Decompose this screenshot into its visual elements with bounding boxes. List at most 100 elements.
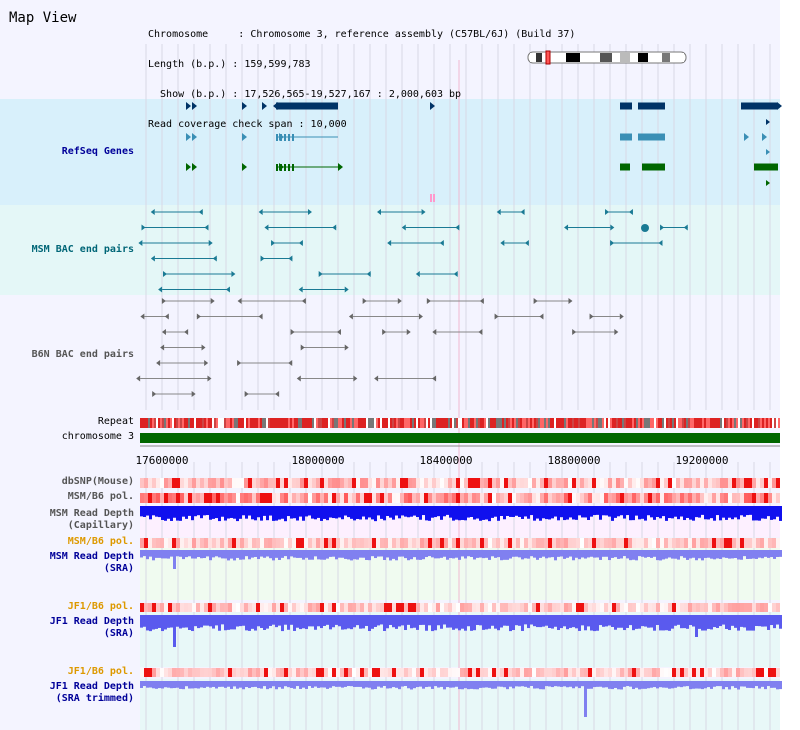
polymorphism-cell [300, 478, 304, 488]
repeat-cell [330, 418, 332, 428]
strand-arrow [539, 313, 544, 320]
read-depth-bar [758, 506, 761, 521]
polymorphism-cell [652, 538, 656, 548]
read-depth-bar [470, 550, 473, 557]
read-depth-bar [695, 615, 698, 637]
read-depth-bar [152, 681, 155, 689]
read-depth-bar [218, 550, 221, 558]
read-depth-bar [227, 615, 230, 630]
read-depth-bar [188, 681, 191, 689]
repeat-cell [712, 418, 714, 428]
read-depth-bar [269, 506, 272, 516]
repeat-cell [488, 418, 490, 428]
polymorphism-cell [548, 603, 552, 612]
polymorphism-cell [360, 668, 364, 677]
track-label-jf1-pol-2[interactable]: JF1/B6 pol. [67, 666, 134, 677]
read-depth-bar [488, 615, 491, 629]
polymorphism-cell [184, 538, 188, 548]
polymorphism-cell [388, 538, 392, 548]
repeat-cell [578, 418, 580, 428]
read-depth-bar [209, 615, 212, 627]
polymorphism-cell [608, 668, 612, 677]
read-depth-bar [626, 506, 629, 516]
read-depth-bar [164, 681, 167, 688]
polymorphism-cell [708, 603, 712, 612]
track-label-msm-pol-2[interactable]: MSM/B6 pol. [67, 536, 134, 547]
repeat-cell [640, 418, 642, 428]
read-depth-bar [518, 506, 521, 517]
track-label-chromosome[interactable]: chromosome 3 [61, 431, 134, 442]
read-depth-bar [326, 615, 329, 625]
repeat-cell [698, 418, 700, 428]
read-depth-bar [377, 615, 380, 626]
read-depth-bar [449, 681, 452, 688]
polymorphism-cell [504, 603, 508, 612]
read-depth-bar [611, 681, 614, 690]
read-depth-bar [602, 506, 605, 516]
read-depth-bar [569, 615, 572, 628]
track-label-msm-depth-capillary[interactable]: MSM Read Depth (Capillary) [49, 508, 134, 531]
strand-arrow [415, 271, 420, 277]
repeat-cell [494, 418, 496, 428]
polymorphism-cell [204, 538, 208, 548]
read-depth-bar [587, 615, 590, 627]
polymorphism-cell [140, 603, 144, 612]
repeat-cell [694, 418, 696, 428]
polymorphism-cell [448, 668, 452, 677]
repeat-cell [328, 418, 330, 428]
read-depth-bar [575, 681, 578, 687]
polymorphism-cell [388, 478, 392, 488]
read-depth-bar [740, 550, 743, 560]
read-depth-bar [773, 550, 776, 559]
track-label-jf1-depth-trimmed[interactable]: JF1 Read Depth (SRA trimmed) [49, 681, 134, 704]
read-depth-bar [635, 550, 638, 561]
polymorphism-cell [716, 478, 720, 488]
polymorphism-cell [220, 603, 224, 612]
repeat-cell [600, 418, 602, 428]
gene-exon [276, 134, 278, 141]
polymorphism-cell [184, 478, 188, 488]
polymorphism-cell [196, 668, 200, 677]
read-depth-bar [305, 681, 308, 689]
gene-exon [284, 164, 286, 171]
polymorphism-cell [260, 538, 264, 548]
polymorphism-cell [308, 538, 312, 548]
track-label-dbsnp[interactable]: dbSNP(Mouse) [61, 476, 134, 487]
strand-arrow [201, 344, 206, 351]
polymorphism-cell [336, 493, 340, 503]
track-label-msm-pol[interactable]: MSM/B6 pol. [67, 491, 134, 502]
polymorphism-cell [196, 538, 200, 548]
track-label-msm-depth-sra[interactable]: MSM Read Depth (SRA) [49, 551, 134, 574]
read-depth-bar [575, 615, 578, 629]
track-label-repeat[interactable]: Repeat [97, 416, 134, 427]
read-depth-bar [260, 550, 263, 557]
read-depth-bar [209, 681, 212, 688]
read-depth-bar [500, 681, 503, 687]
read-depth-bar [515, 506, 518, 516]
strand-arrow [198, 209, 203, 215]
polymorphism-cell [288, 603, 292, 612]
track-label-msm-bac[interactable]: MSM BAC end pairs [31, 244, 134, 255]
repeat-cell [648, 418, 650, 428]
polymorphism-cell [704, 668, 708, 677]
polymorphism-cell [260, 603, 264, 612]
track-label-b6n-bac[interactable]: B6N BAC end pairs [31, 349, 134, 360]
polymorphism-cell [764, 603, 768, 612]
read-depth-bar [767, 550, 770, 558]
polymorphism-cell [216, 478, 220, 488]
read-depth-bar [248, 506, 251, 516]
polymorphism-cell [620, 603, 624, 612]
read-depth-bar [581, 550, 584, 558]
polymorphism-cell [336, 478, 340, 488]
read-depth-bar [644, 681, 647, 689]
track-label-refseq-genes[interactable]: RefSeq Genes [61, 146, 134, 157]
repeat-cell [700, 418, 702, 428]
track-label-jf1-pol[interactable]: JF1/B6 pol. [67, 601, 134, 612]
polymorphism-cell [448, 538, 452, 548]
read-depth-bar [563, 550, 566, 559]
track-label-jf1-depth-sra[interactable]: JF1 Read Depth (SRA) [49, 616, 134, 639]
read-depth-bar [299, 550, 302, 558]
strand-arrow [362, 298, 367, 304]
read-depth-bar [407, 681, 410, 689]
